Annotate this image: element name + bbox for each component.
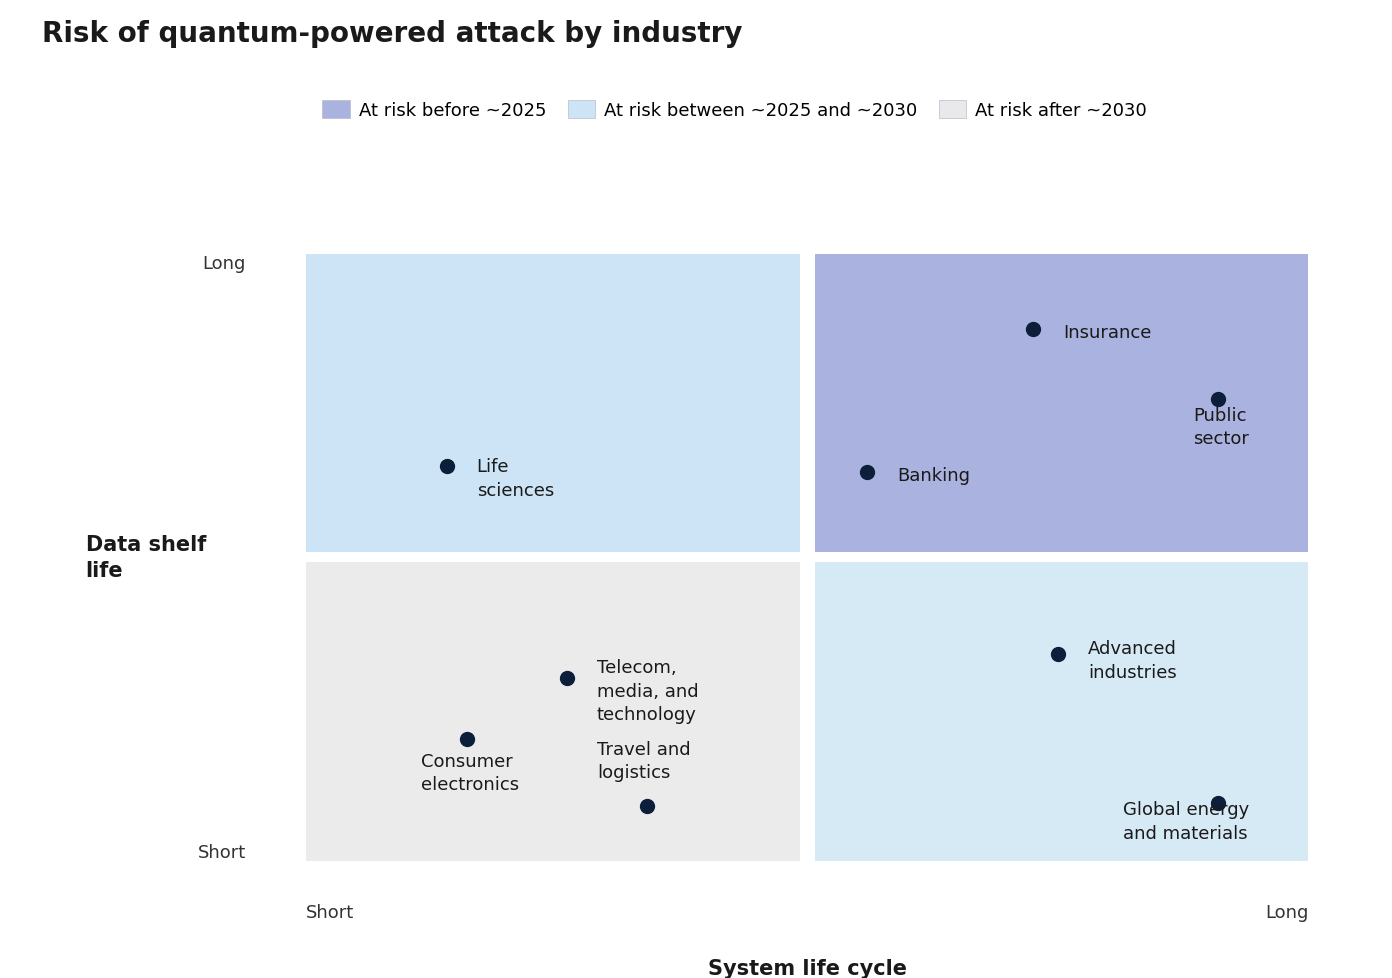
Point: [1022, 323, 1044, 338]
Legend: At risk before ~2025, At risk between ~2025 and ~2030, At risk after ~2030: At risk before ~2025, At risk between ~2…: [315, 94, 1154, 127]
Text: Public
sector: Public sector: [1193, 406, 1249, 448]
Point: [1207, 795, 1229, 811]
Text: Long: Long: [1265, 903, 1308, 921]
Point: [1047, 646, 1069, 662]
Bar: [306, 254, 800, 553]
Text: Telecom,
media, and
technology: Telecom, media, and technology: [597, 658, 699, 724]
Bar: [814, 254, 1308, 553]
Text: Short: Short: [198, 843, 246, 861]
Point: [1207, 392, 1229, 408]
Text: Short: Short: [306, 903, 355, 921]
Text: Life
sciences: Life sciences: [476, 458, 554, 500]
Text: Advanced
industries: Advanced industries: [1089, 640, 1176, 682]
Point: [455, 732, 477, 747]
Text: Long: Long: [203, 254, 246, 272]
Text: Consumer
electronics: Consumer electronics: [422, 752, 519, 793]
Text: Global energy
and materials: Global energy and materials: [1123, 800, 1249, 842]
Bar: [306, 562, 800, 861]
Point: [555, 671, 578, 687]
Point: [436, 459, 458, 474]
Point: [636, 798, 658, 814]
Text: Data shelf
life: Data shelf life: [86, 534, 206, 581]
Text: Risk of quantum-powered attack by industry: Risk of quantum-powered attack by indust…: [42, 20, 742, 48]
Text: Insurance: Insurance: [1063, 324, 1151, 342]
Text: System life cycle: System life cycle: [709, 957, 906, 978]
Text: Travel and
logistics: Travel and logistics: [597, 739, 690, 781]
Text: Banking: Banking: [898, 467, 970, 484]
Bar: [814, 562, 1308, 861]
Point: [856, 465, 878, 480]
